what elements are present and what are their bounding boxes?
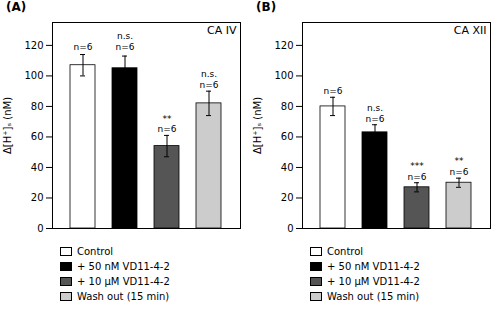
svg-text:40: 40 bbox=[281, 162, 294, 173]
svg-text:n=6: n=6 bbox=[200, 80, 219, 90]
svg-text:100: 100 bbox=[274, 70, 293, 81]
svg-text:n=6: n=6 bbox=[74, 42, 93, 52]
svg-text:Δ[H⁺]ₛ (nM): Δ[H⁺]ₛ (nM) bbox=[2, 97, 13, 154]
svg-text:20: 20 bbox=[31, 192, 44, 203]
svg-text:60: 60 bbox=[31, 131, 44, 142]
svg-text:0: 0 bbox=[37, 223, 43, 234]
svg-text:CA XII: CA XII bbox=[454, 24, 487, 37]
html-text:+ 10 μM VD11-4-2: + 10 μM VD11-4-2 bbox=[77, 276, 170, 287]
svg-text:***: *** bbox=[410, 161, 424, 171]
svg-text:CA IV: CA IV bbox=[207, 24, 237, 37]
svg-text:n.s.: n.s. bbox=[201, 69, 217, 79]
html-text:+ 50 nM VD11-4-2: + 50 nM VD11-4-2 bbox=[77, 261, 170, 272]
html-text:(B): (B) bbox=[256, 0, 277, 14]
svg-text:0: 0 bbox=[287, 223, 293, 234]
svg-text:n.s.: n.s. bbox=[367, 103, 383, 113]
svg-text:100: 100 bbox=[24, 70, 43, 81]
html-text:Wash out (15 min): Wash out (15 min) bbox=[327, 291, 420, 302]
svg-text:80: 80 bbox=[281, 101, 294, 112]
html-text:+ 50 nM VD11-4-2: + 50 nM VD11-4-2 bbox=[327, 261, 420, 272]
svg-text:**: ** bbox=[455, 156, 465, 166]
svg-text:Δ[H⁺]ₛ (nM): Δ[H⁺]ₛ (nM) bbox=[252, 97, 263, 154]
svg-text:n=6: n=6 bbox=[324, 86, 343, 96]
html-text:(A): (A) bbox=[6, 0, 27, 14]
svg-text:20: 20 bbox=[281, 192, 294, 203]
html-text:+ 10 μM VD11-4-2: + 10 μM VD11-4-2 bbox=[327, 276, 420, 287]
svg-text:n.s.: n.s. bbox=[117, 31, 133, 41]
svg-text:40: 40 bbox=[31, 162, 44, 173]
svg-text:120: 120 bbox=[274, 40, 293, 51]
svg-text:n=6: n=6 bbox=[366, 114, 385, 124]
svg-text:n=6: n=6 bbox=[450, 167, 469, 177]
html-text:Control: Control bbox=[327, 246, 364, 257]
svg-text:120: 120 bbox=[24, 40, 43, 51]
svg-text:n=6: n=6 bbox=[116, 42, 135, 52]
svg-text:80: 80 bbox=[31, 101, 44, 112]
svg-text:60: 60 bbox=[281, 131, 294, 142]
svg-text:**: ** bbox=[163, 114, 173, 124]
svg-text:n=6: n=6 bbox=[158, 124, 177, 134]
svg-text:n=6: n=6 bbox=[408, 172, 427, 182]
html-text:Wash out (15 min): Wash out (15 min) bbox=[77, 291, 170, 302]
html-text:Control: Control bbox=[77, 246, 114, 257]
